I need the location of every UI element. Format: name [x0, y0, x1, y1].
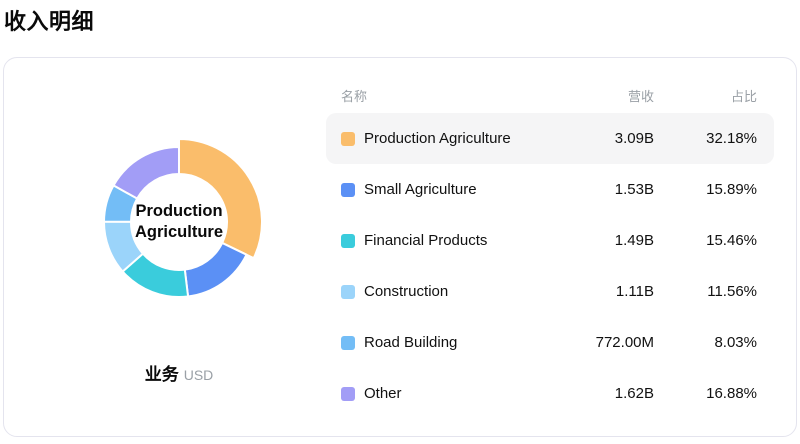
series-revenue: 1.53B: [614, 181, 654, 198]
series-share: 15.89%: [706, 181, 757, 198]
series-label: Road Building: [364, 334, 458, 351]
series-color-swatch: [341, 335, 355, 350]
series-revenue: 3.09B: [614, 130, 654, 147]
series-color-swatch: [341, 386, 355, 401]
series-label: Construction: [364, 283, 449, 300]
series-revenue: 1.11B: [615, 283, 654, 300]
header-share: 占比: [730, 88, 757, 104]
series-share: 11.56%: [707, 283, 757, 300]
header-revenue: 营收: [627, 88, 654, 104]
donut-segment-1[interactable]: [183, 241, 248, 298]
table-row[interactable]: Financial Products 1.49B 15.46%: [326, 215, 774, 266]
table-body: Production Agriculture 3.09B 32.18% Small A…: [326, 113, 774, 419]
donut-chart-area: Production Agriculture 业务 USD: [4, 58, 326, 436]
series-name-cell: Construction: [341, 283, 539, 300]
table-row[interactable]: Road Building 772.00M 8.03%: [326, 317, 774, 368]
table-row[interactable]: Construction 1.11B 11.56%: [326, 266, 774, 317]
series-label: Other: [364, 385, 402, 402]
chart-caption-unit: USD: [183, 367, 214, 383]
series-name-cell: Production Agriculture: [341, 130, 539, 147]
chart-caption: 业务 USD: [145, 360, 214, 385]
series-share: 15.46%: [706, 232, 757, 249]
series-share: 32.18%: [706, 130, 757, 147]
series-share: 8.03%: [714, 334, 757, 351]
series-name-cell: Financial Products: [341, 232, 539, 249]
series-revenue: 1.49B: [614, 232, 654, 249]
revenue-breakdown-card: Production Agriculture 业务 USD 名称 营收 占比 Pr…: [3, 57, 797, 437]
table-header: 名称 营收 占比: [326, 85, 774, 105]
chart-caption-label: 业务: [144, 365, 179, 384]
series-color-swatch: [341, 284, 355, 299]
series-name-cell: Small Agriculture: [341, 181, 539, 198]
series-revenue: 1.62B: [614, 385, 654, 402]
series-name-cell: Other: [341, 385, 539, 402]
series-name-cell: Road Building: [341, 334, 539, 351]
series-share: 16.88%: [706, 385, 757, 402]
series-label: Production Agriculture: [364, 130, 511, 147]
donut-chart[interactable]: [79, 122, 279, 322]
series-color-swatch: [341, 182, 355, 197]
series-label: Small Agriculture: [364, 181, 477, 198]
table-row[interactable]: Production Agriculture 3.09B 32.18%: [326, 113, 774, 164]
series-color-swatch: [341, 233, 355, 248]
page-title: 收入明细: [4, 9, 95, 34]
series-revenue: 772.00M: [595, 334, 654, 351]
table-row[interactable]: Small Agriculture 1.53B 15.89%: [326, 164, 774, 215]
series-color-swatch: [341, 131, 355, 146]
header-name: 名称: [341, 88, 368, 104]
donut-segment-0[interactable]: [178, 138, 263, 260]
series-label: Financial Products: [364, 232, 488, 249]
breakdown-table: 名称 营收 占比 Production Agriculture 3.09B 32.1…: [326, 58, 796, 436]
table-row[interactable]: Other 1.62B 16.88%: [326, 368, 774, 419]
donut-segment-5[interactable]: [112, 146, 180, 200]
